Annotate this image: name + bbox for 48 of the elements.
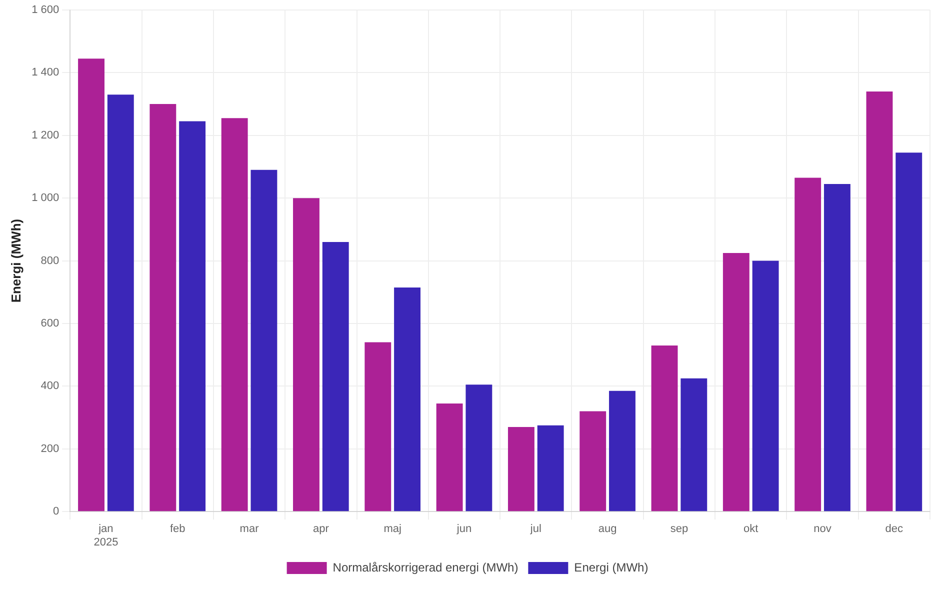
bar xyxy=(824,184,850,512)
x-tick-label: maj xyxy=(384,523,402,536)
bar xyxy=(752,260,779,512)
bar xyxy=(78,58,104,512)
bar xyxy=(537,425,564,512)
bar xyxy=(609,390,636,512)
y-tick-label: 400 xyxy=(40,380,60,392)
x-tick-label: jan 2025 xyxy=(94,523,118,548)
x-tick-label: mar xyxy=(240,523,260,536)
y-tick-label: 200 xyxy=(40,442,60,455)
legend-label: Normalårskorrigerad energi (MWh) xyxy=(332,560,518,574)
bar xyxy=(436,403,463,512)
bar xyxy=(794,178,822,512)
y-tick-label: 1 000 xyxy=(32,192,60,204)
y-tick-label: 1 400 xyxy=(32,66,60,79)
bar xyxy=(293,198,320,512)
y-axis-title: Energi (MWh) xyxy=(8,218,24,303)
bar xyxy=(364,342,392,512)
x-tick-label: apr xyxy=(312,523,330,536)
bar xyxy=(722,252,750,512)
x-tick-label: feb xyxy=(170,523,186,536)
y-tick-label: 600 xyxy=(40,318,60,330)
x-tick-label: jun xyxy=(456,523,472,536)
y-tick-label: 0 xyxy=(53,506,60,518)
bar xyxy=(150,104,176,512)
x-tick-label: okt xyxy=(744,523,758,536)
y-tick-label: 1 600 xyxy=(32,4,60,16)
bar xyxy=(221,118,248,512)
x-tick-label: jul xyxy=(529,523,542,536)
bar xyxy=(896,152,922,512)
x-tick-label: aug xyxy=(598,523,617,536)
bar xyxy=(508,426,534,512)
bar xyxy=(322,242,349,512)
bar xyxy=(179,121,206,512)
bar xyxy=(866,92,893,512)
x-tick-label: sep xyxy=(670,523,688,536)
bar xyxy=(466,384,492,512)
bar xyxy=(680,378,708,512)
y-tick-label: 800 xyxy=(40,254,60,267)
bar xyxy=(107,94,134,512)
bar xyxy=(580,411,606,512)
bar xyxy=(250,170,278,512)
x-tick-label: nov xyxy=(814,523,832,536)
y-tick-label: 1 200 xyxy=(32,129,60,142)
legend-label: Energi (MWh) xyxy=(574,560,648,574)
bar xyxy=(394,287,420,512)
bar xyxy=(651,345,678,512)
x-tick-label: dec xyxy=(885,523,904,536)
